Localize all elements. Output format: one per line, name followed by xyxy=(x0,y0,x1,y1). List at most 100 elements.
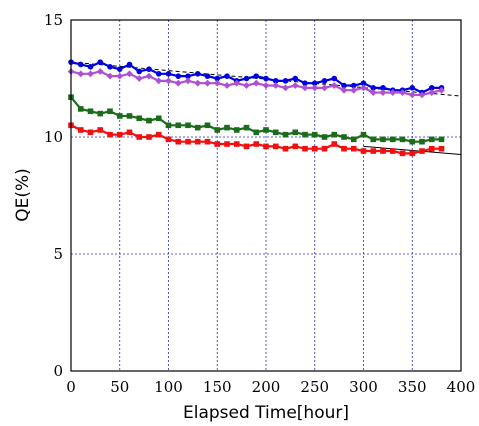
data-point xyxy=(126,70,133,78)
data-point xyxy=(136,68,143,75)
data-point xyxy=(272,78,279,84)
data-point xyxy=(155,71,162,77)
data-point xyxy=(389,136,396,143)
data-point xyxy=(194,79,202,87)
data-point xyxy=(350,82,357,89)
data-point xyxy=(341,134,347,140)
data-point xyxy=(97,127,104,133)
data-point xyxy=(428,145,435,152)
data-point xyxy=(330,82,338,89)
data-point xyxy=(291,82,299,89)
data-point xyxy=(204,122,211,129)
data-point xyxy=(107,108,113,115)
data-point xyxy=(126,129,133,136)
data-point xyxy=(331,131,338,138)
x-tick-label: 50 xyxy=(110,378,129,396)
fit-line xyxy=(363,145,462,156)
data-point xyxy=(87,129,94,136)
data-point xyxy=(360,131,367,138)
data-point xyxy=(146,134,152,140)
data-point xyxy=(341,145,347,152)
data-point xyxy=(77,61,84,68)
data-point xyxy=(252,79,260,87)
data-point xyxy=(194,138,201,145)
data-point xyxy=(389,89,397,96)
data-point xyxy=(428,89,436,96)
data-point xyxy=(292,143,299,150)
data-point xyxy=(370,148,377,154)
data-point xyxy=(224,124,230,131)
data-point xyxy=(350,86,358,94)
data-point xyxy=(243,143,250,150)
data-point xyxy=(272,143,279,150)
data-point xyxy=(350,136,357,143)
data-point xyxy=(321,134,328,140)
data-point xyxy=(331,141,338,147)
data-point xyxy=(282,84,289,92)
data-point xyxy=(263,143,269,150)
x-tick-label: 200 xyxy=(252,378,281,396)
data-point xyxy=(350,145,357,152)
data-point xyxy=(116,72,124,80)
data-point xyxy=(243,124,250,131)
data-point xyxy=(292,75,299,82)
y-axis-label: QE(%) xyxy=(13,168,33,222)
data-point xyxy=(428,85,435,91)
data-point xyxy=(175,122,182,129)
data-point xyxy=(214,127,221,133)
data-point xyxy=(370,136,377,143)
data-point xyxy=(369,89,377,96)
data-point xyxy=(87,64,94,70)
data-point xyxy=(262,82,270,89)
data-point xyxy=(116,113,123,119)
data-point xyxy=(409,138,416,145)
data-point xyxy=(136,134,143,140)
data-point xyxy=(116,66,123,72)
data-point xyxy=(243,75,250,82)
x-tick-label: 0 xyxy=(66,378,76,396)
data-point xyxy=(282,131,289,138)
data-point xyxy=(380,85,386,91)
data-point xyxy=(224,141,230,147)
series-3 xyxy=(68,122,445,157)
data-point xyxy=(97,110,104,117)
data-point xyxy=(311,80,318,86)
data-point xyxy=(146,66,152,72)
plot-frame xyxy=(70,19,462,372)
data-point xyxy=(106,72,114,80)
data-point xyxy=(370,85,377,91)
data-point xyxy=(107,64,113,70)
data-point xyxy=(408,91,416,99)
grid-lines xyxy=(71,20,461,371)
data-point xyxy=(185,122,191,129)
data-point xyxy=(135,75,143,82)
data-point xyxy=(165,71,172,77)
data-point xyxy=(233,79,241,87)
data-point xyxy=(126,113,133,119)
data-point xyxy=(263,127,269,133)
data-point xyxy=(185,73,191,79)
data-point xyxy=(77,127,84,133)
data-point xyxy=(438,136,445,143)
x-tick-label: 250 xyxy=(300,378,329,396)
data-point xyxy=(97,59,104,65)
fit-lines xyxy=(70,61,462,156)
data-point xyxy=(380,136,386,143)
data-point xyxy=(379,89,387,96)
data-point xyxy=(331,75,338,82)
x-axis-label: Elapsed Time[hour] xyxy=(183,403,349,423)
data-point xyxy=(204,73,211,79)
y-tick-label: 15 xyxy=(44,11,63,29)
data-point xyxy=(155,131,162,138)
data-point xyxy=(214,141,221,147)
data-point xyxy=(292,129,299,136)
data-point xyxy=(419,148,425,154)
data-point xyxy=(155,77,163,85)
data-point xyxy=(321,84,328,92)
y-tick-label: 5 xyxy=(53,245,63,263)
data-point xyxy=(87,108,94,115)
data-point xyxy=(311,131,318,138)
data-point xyxy=(380,148,386,154)
data-point xyxy=(282,78,289,84)
x-tick-label: 150 xyxy=(203,378,232,396)
